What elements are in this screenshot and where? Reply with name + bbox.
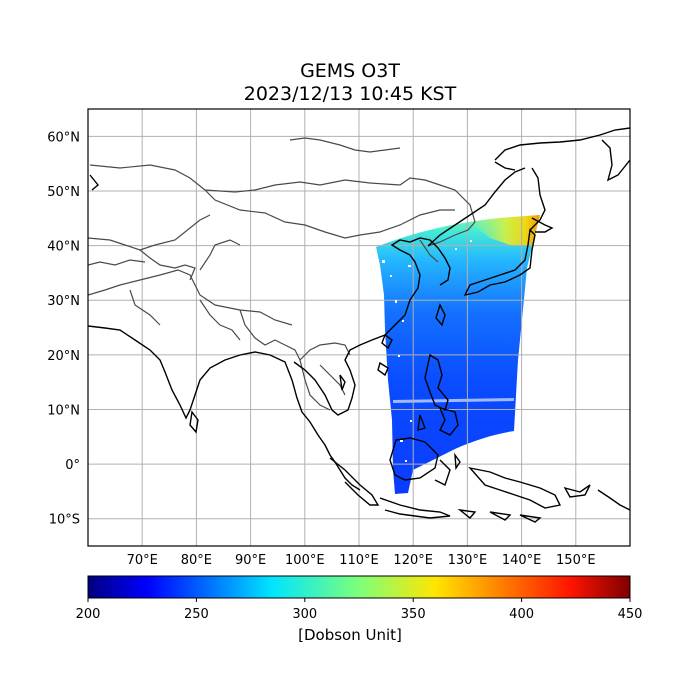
latitude-label: 30°N — [47, 294, 80, 309]
coastlines — [88, 127, 630, 491]
colorbar — [87, 575, 631, 599]
missing-pixels — [382, 240, 472, 462]
colorbar-tick-label: 200 — [76, 607, 101, 622]
latitude-label: 10°N — [47, 403, 80, 418]
colorbar-tick-label: 350 — [401, 607, 426, 622]
map-title-line2: 2023/12/13 10:45 KST — [243, 83, 457, 105]
map-frame — [87, 108, 631, 547]
colorbar-label: [Dobson Unit] — [298, 626, 402, 644]
longitude-label: 100°E — [285, 553, 325, 568]
map-gridlines — [88, 109, 630, 546]
longitude-labels: 70°E 80°E 90°E 100°E 110°E 120°E 130°E 140°E 150… — [127, 553, 596, 568]
longitude-label: 130°E — [448, 553, 488, 568]
map-title-line1: GEMS O3T — [300, 60, 400, 82]
colorbar-tick-label: 400 — [509, 607, 534, 622]
longitude-label: 140°E — [502, 553, 542, 568]
latitude-label: 10°S — [49, 513, 80, 528]
colorbar-tick-label: 300 — [292, 607, 317, 622]
colorbar-tick-label: 250 — [184, 607, 209, 622]
colorbar-ticks: 200 250 300 350 400 450 — [76, 598, 643, 622]
longitude-label: 80°E — [181, 553, 212, 568]
islands — [189, 167, 630, 523]
ozone-swath-gap — [393, 398, 514, 403]
longitude-label: 90°E — [235, 553, 266, 568]
latitude-label: 40°N — [47, 240, 80, 255]
latitude-label: 0° — [65, 458, 80, 473]
longitude-label: 110°E — [339, 553, 379, 568]
latitude-labels: 60°N 50°N 40°N 30°N 20°N 10°N 0° 10°S — [47, 130, 80, 527]
longitude-label: 150°E — [556, 553, 596, 568]
longitude-label: 120°E — [393, 553, 433, 568]
colorbar-tick-label: 450 — [618, 607, 643, 622]
longitude-label: 70°E — [127, 553, 158, 568]
ozone-high-northeast — [470, 215, 540, 245]
country-borders — [88, 137, 476, 411]
latitude-label: 20°N — [47, 349, 80, 364]
latitude-label: 50°N — [47, 185, 80, 200]
latitude-label: 60°N — [47, 130, 80, 145]
